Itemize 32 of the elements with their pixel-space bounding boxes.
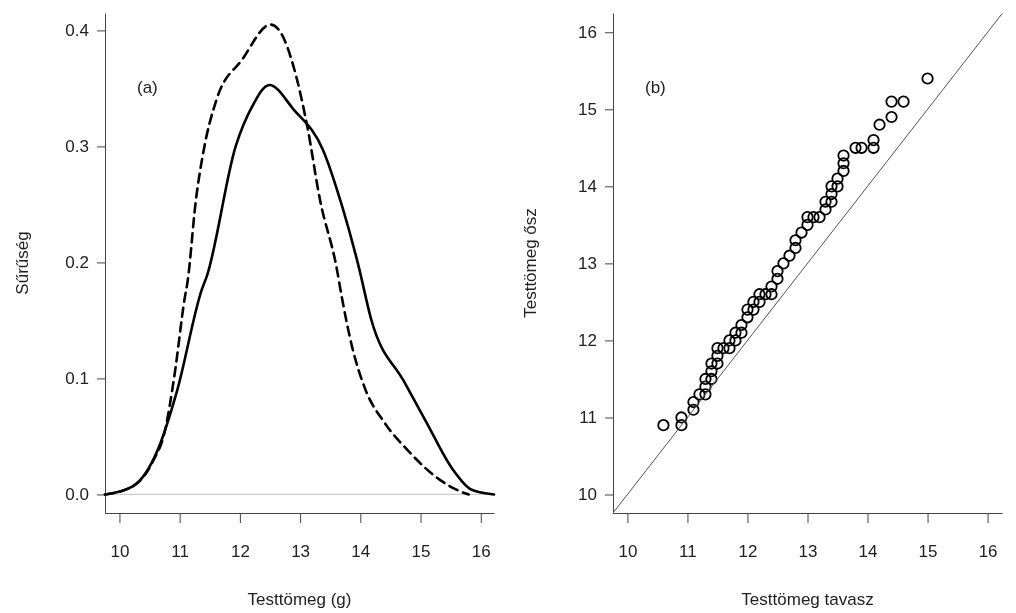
x-tick-label: 12 [230,542,250,562]
x-axis-title: Testtömeg tavasz [741,590,874,609]
y-tick-label: 0.1 [65,369,89,389]
x-tick-label: 16 [471,542,491,562]
y-tick-label: 16 [578,23,597,43]
y-tick-label: 0.0 [65,485,89,505]
x-tick-label: 13 [798,542,818,562]
y-axis-title: Testtömeg ősz [521,208,540,318]
x-axis-title: Testtömeg (g) [247,590,352,609]
x-tick-label: 15 [411,542,431,562]
annotation: (b) [645,78,666,97]
x-tick-label: 14 [858,542,878,562]
y-tick-label: 13 [578,254,597,274]
y-tick-label: 0.2 [65,253,89,273]
y-tick-label: 10 [578,485,597,505]
x-tick-label: 11 [679,542,697,562]
y-tick-label: 11 [579,408,597,428]
x-tick-label: 12 [738,542,758,562]
x-tick-label: 16 [978,542,998,562]
x-tick-label: 10 [110,542,130,562]
annotation: (a) [137,78,158,97]
y-tick-label: 14 [578,177,597,197]
y-tick-label: 15 [578,100,597,120]
x-tick-label: 15 [918,542,938,562]
y-tick-label: 0.4 [65,21,89,41]
y-axis-title: Sűrűség [13,231,32,295]
x-tick-label: 14 [351,542,371,562]
y-tick-label: 12 [578,331,597,351]
y-tick-label: 0.3 [65,137,89,157]
x-tick-label: 10 [618,542,638,562]
x-tick-label: 11 [171,542,189,562]
x-tick-label: 13 [291,542,311,562]
